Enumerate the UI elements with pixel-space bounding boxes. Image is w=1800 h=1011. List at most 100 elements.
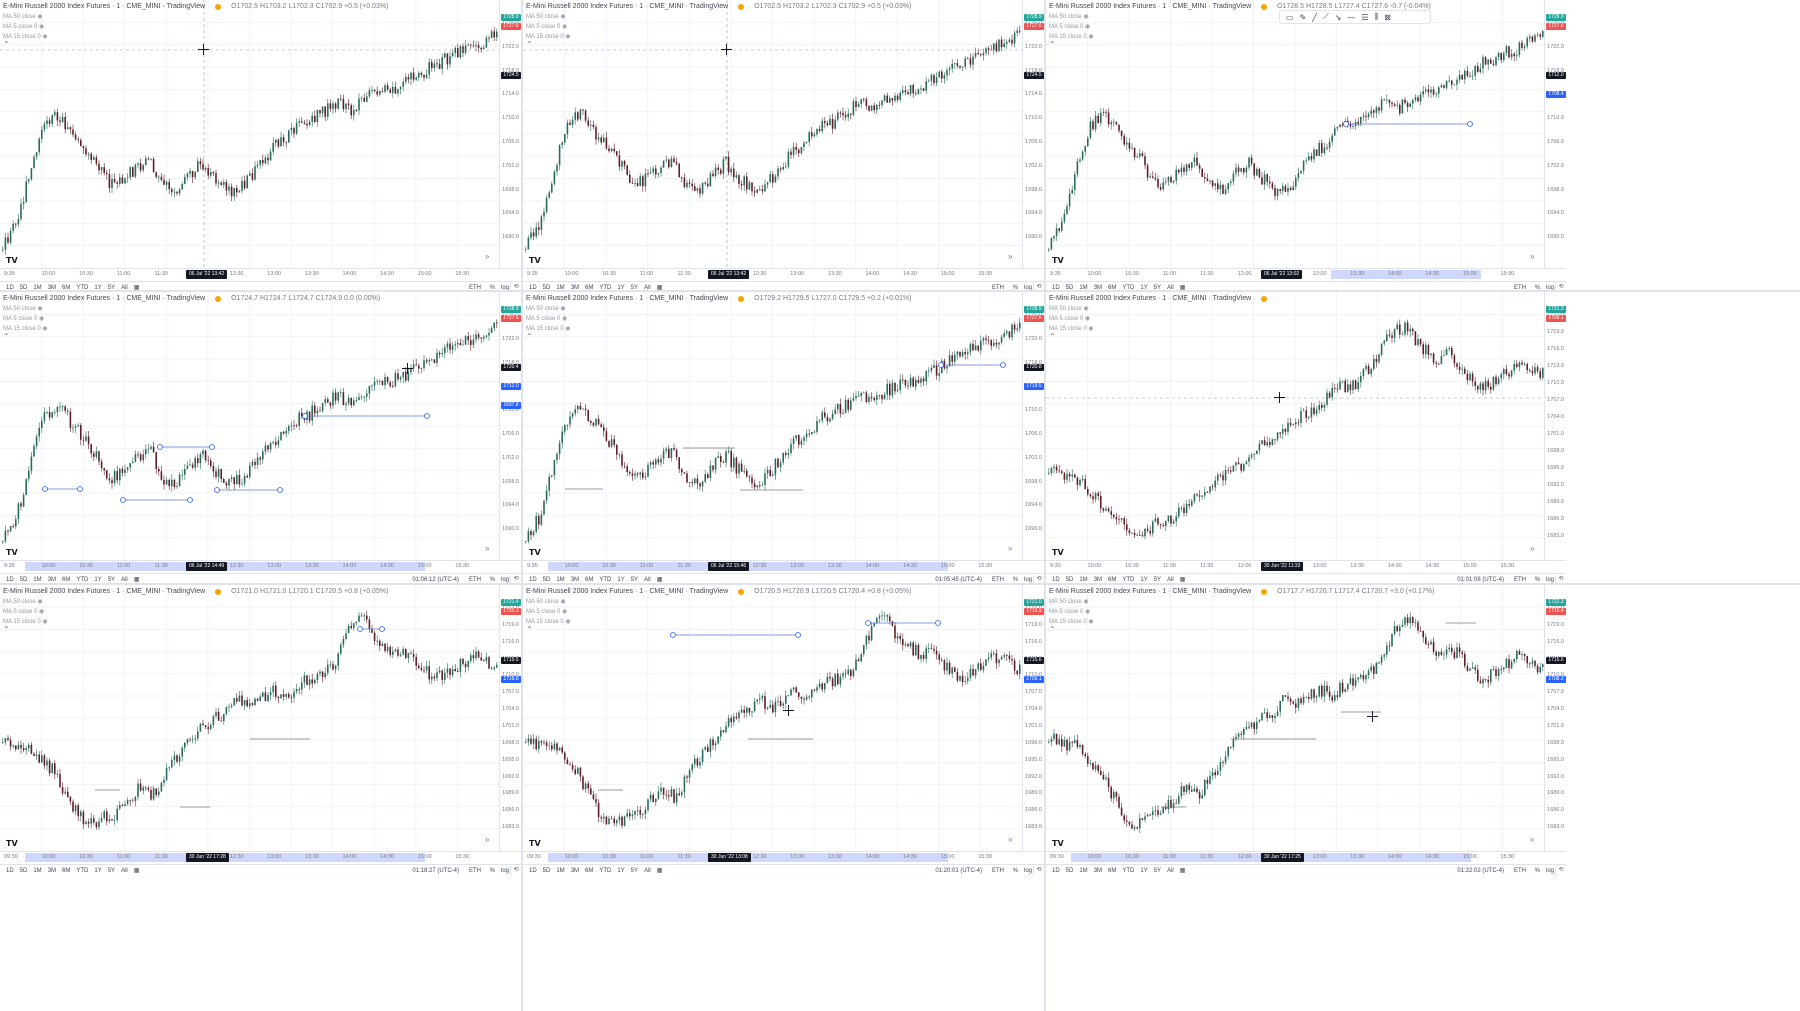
calendar-icon[interactable]: ▦ bbox=[133, 285, 140, 291]
range-button[interactable]: All bbox=[644, 867, 651, 874]
range-button[interactable]: 1D bbox=[1052, 576, 1060, 583]
calendar-icon[interactable]: ▦ bbox=[133, 577, 140, 583]
range-button[interactable]: YTD bbox=[1122, 576, 1135, 583]
range-button[interactable]: All bbox=[644, 284, 651, 291]
clock-time[interactable]: 01:01:08 (UTC-4) bbox=[1457, 576, 1504, 583]
rectangle-icon[interactable]: ▭ bbox=[1286, 12, 1294, 22]
range-button[interactable]: 1Y bbox=[94, 867, 102, 874]
time-axis[interactable]: 9:3510:0010:3011:0011:3012:0012:3013:001… bbox=[523, 560, 1044, 572]
range-button[interactable]: All bbox=[1167, 576, 1174, 583]
range-button[interactable]: 5Y bbox=[630, 576, 639, 583]
pane-separator[interactable] bbox=[1044, 0, 1046, 1011]
indicator-label[interactable]: MA 50 close ◉ bbox=[526, 14, 566, 20]
indicator-label[interactable]: MA 5 close 0 ◉ bbox=[526, 609, 568, 615]
time-axis[interactable]: 09:3010:0010:3011:0011:3012:0012:3013:00… bbox=[0, 851, 521, 863]
range-button[interactable]: 5Y bbox=[107, 867, 116, 874]
range-button[interactable]: YTD bbox=[76, 576, 89, 583]
range-button[interactable]: YTD bbox=[76, 284, 89, 291]
candlestick-chart[interactable] bbox=[0, 292, 499, 560]
indicator-label[interactable]: MA 5 close 0 ◉ bbox=[1049, 609, 1091, 615]
range-button[interactable]: 5Y bbox=[1153, 576, 1162, 583]
log-scale-toggle[interactable]: log bbox=[1023, 867, 1032, 874]
session-toggle[interactable]: ETH bbox=[469, 576, 481, 583]
range-button[interactable]: 5D bbox=[1065, 576, 1074, 583]
scroll-to-realtime-icon[interactable]: » bbox=[1008, 252, 1013, 261]
range-button[interactable]: 3M bbox=[47, 576, 57, 583]
range-button[interactable]: 1Y bbox=[94, 576, 102, 583]
price-axis[interactable]: 1726.01722.01718.01714.01710.01706.01702… bbox=[499, 0, 521, 268]
candlestick-chart[interactable] bbox=[0, 0, 499, 268]
auto-scale-icon[interactable]: ⟲ bbox=[1033, 574, 1044, 585]
indicator-label[interactable]: MA 50 close ◉ bbox=[1049, 599, 1089, 605]
range-button[interactable]: 1M bbox=[33, 867, 42, 874]
range-button[interactable]: 5Y bbox=[107, 576, 116, 583]
indicator-label[interactable]: MA 15 close 0 ◉ bbox=[3, 34, 48, 40]
range-button[interactable]: 1D bbox=[6, 284, 14, 291]
horizontal-line-icon[interactable]: — bbox=[1347, 12, 1356, 22]
log-scale-toggle[interactable]: log bbox=[1545, 867, 1554, 874]
chart-pane[interactable]: E-Mini Russell 2000 Index Futures · 1 · … bbox=[1046, 585, 1566, 875]
range-button[interactable]: YTD bbox=[76, 867, 89, 874]
collapse-legend-icon[interactable]: ⌃ bbox=[1049, 625, 1056, 634]
range-button[interactable]: YTD bbox=[1122, 867, 1135, 874]
symbol-title[interactable]: E-Mini Russell 2000 Index Futures · 1 · … bbox=[3, 588, 206, 595]
indicator-label[interactable]: MA 50 close ◉ bbox=[3, 306, 43, 312]
calendar-icon[interactable]: ▦ bbox=[656, 577, 663, 583]
range-button[interactable]: 5Y bbox=[1153, 284, 1162, 291]
range-button[interactable]: YTD bbox=[599, 576, 612, 583]
indicator-label[interactable]: MA 15 close 0 ◉ bbox=[3, 326, 48, 332]
range-button[interactable]: 1Y bbox=[1140, 284, 1148, 291]
candlestick-chart[interactable] bbox=[0, 585, 499, 851]
collapse-legend-icon[interactable]: ⌃ bbox=[3, 40, 10, 49]
session-toggle[interactable]: ETH bbox=[1514, 867, 1526, 874]
collapse-legend-icon[interactable]: ⌃ bbox=[526, 40, 533, 49]
percent-scale-toggle[interactable]: % bbox=[489, 867, 495, 874]
close-icon[interactable]: ⊠ bbox=[1384, 12, 1391, 22]
range-button[interactable]: 1Y bbox=[617, 284, 625, 291]
indicator-label[interactable]: MA 5 close 0 ◉ bbox=[3, 316, 45, 322]
pencil-icon[interactable]: ✎ bbox=[1299, 12, 1307, 22]
session-toggle[interactable]: ETH bbox=[992, 576, 1004, 583]
range-button[interactable]: 6M bbox=[62, 867, 71, 874]
range-button[interactable]: 1D bbox=[529, 867, 537, 874]
price-axis[interactable]: 1726.01722.01718.01714.01710.01706.01702… bbox=[1022, 292, 1044, 560]
range-button[interactable]: 1Y bbox=[617, 576, 625, 583]
percent-scale-toggle[interactable]: % bbox=[1012, 576, 1018, 583]
time-axis[interactable]: 9:3510:0010:3011:0011:3012:0012:3013:001… bbox=[1046, 268, 1566, 280]
collapse-legend-icon[interactable]: ⌃ bbox=[1049, 40, 1056, 49]
range-button[interactable]: 5D bbox=[19, 284, 28, 291]
range-button[interactable]: All bbox=[121, 284, 128, 291]
indicator-label[interactable]: MA 50 close ◉ bbox=[3, 599, 43, 605]
indicator-label[interactable]: MA 5 close 0 ◉ bbox=[3, 609, 45, 615]
indicator-label[interactable]: MA 15 close 0 ◉ bbox=[1049, 619, 1094, 625]
symbol-title[interactable]: E-Mini Russell 2000 Index Futures · 1 · … bbox=[1049, 3, 1252, 10]
price-axis[interactable]: 1722.01719.01716.01713.01710.01707.01704… bbox=[499, 585, 521, 851]
auto-scale-icon[interactable]: ⟲ bbox=[510, 282, 521, 293]
range-button[interactable]: 1M bbox=[556, 576, 565, 583]
percent-scale-toggle[interactable]: % bbox=[1534, 867, 1540, 874]
candlestick-chart[interactable] bbox=[523, 585, 1022, 851]
range-button[interactable]: 3M bbox=[1093, 867, 1103, 874]
indicator-label[interactable]: MA 50 close ◉ bbox=[1049, 306, 1089, 312]
range-button[interactable]: 1Y bbox=[1140, 867, 1148, 874]
symbol-title[interactable]: E-Mini Russell 2000 Index Futures · 1 · … bbox=[526, 295, 729, 302]
line-icon[interactable]: ╱ bbox=[1312, 12, 1318, 22]
range-button[interactable]: 6M bbox=[62, 576, 71, 583]
percent-scale-toggle[interactable]: % bbox=[489, 284, 495, 291]
range-button[interactable]: YTD bbox=[599, 284, 612, 291]
range-button[interactable]: All bbox=[644, 576, 651, 583]
arrow-icon[interactable]: ↘ bbox=[1334, 12, 1342, 22]
range-button[interactable]: 1D bbox=[6, 576, 14, 583]
scroll-to-realtime-icon[interactable]: » bbox=[1008, 835, 1013, 844]
candlestick-chart[interactable] bbox=[1046, 585, 1544, 851]
range-button[interactable]: 1Y bbox=[617, 867, 625, 874]
range-button[interactable]: 3M bbox=[47, 867, 57, 874]
log-scale-toggle[interactable]: log bbox=[1023, 576, 1032, 583]
auto-scale-icon[interactable]: ⟲ bbox=[1555, 282, 1566, 293]
calendar-icon[interactable]: ▦ bbox=[1179, 285, 1186, 291]
range-button[interactable]: 5D bbox=[19, 867, 28, 874]
clock-time[interactable]: 01:05:45 (UTC-4) bbox=[935, 576, 982, 583]
scroll-to-realtime-icon[interactable]: » bbox=[485, 544, 490, 553]
chart-pane[interactable]: E-Mini Russell 2000 Index Futures · 1 · … bbox=[1046, 292, 1566, 584]
range-button[interactable]: 1M bbox=[1079, 284, 1088, 291]
